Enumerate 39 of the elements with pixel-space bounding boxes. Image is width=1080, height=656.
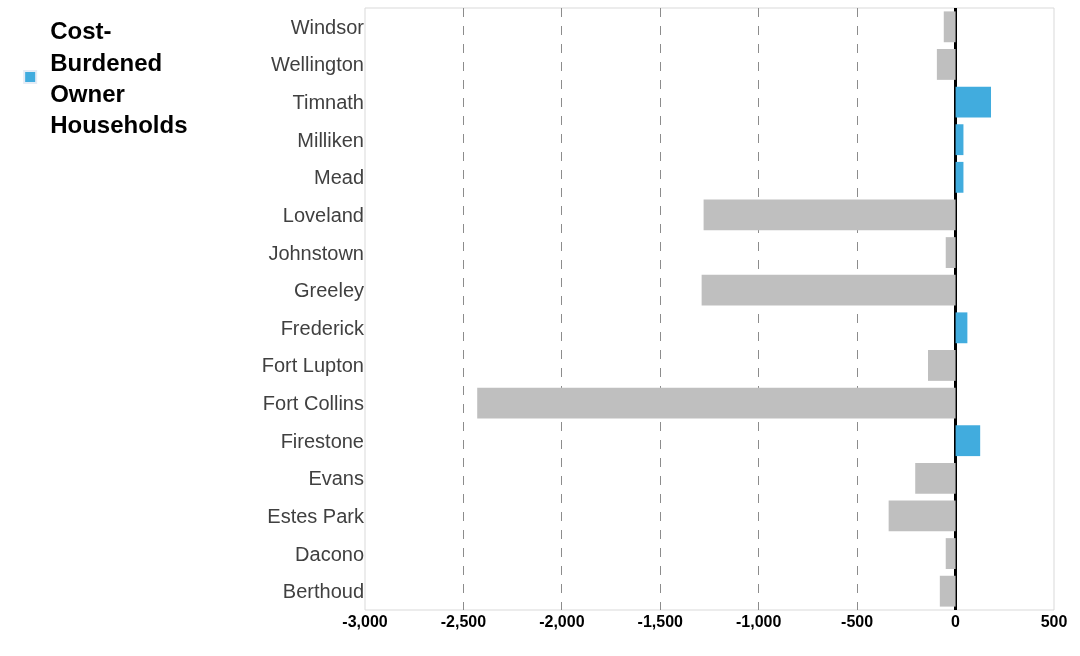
bar bbox=[939, 575, 956, 607]
y-tick-label: Windsor bbox=[290, 15, 365, 38]
bar bbox=[955, 86, 992, 118]
x-tick-label: 0 bbox=[951, 613, 961, 630]
bar bbox=[945, 237, 956, 268]
bar bbox=[477, 387, 956, 419]
bar bbox=[703, 199, 956, 231]
legend-label: Cost-Burdened Owner Households bbox=[50, 17, 188, 139]
bar bbox=[955, 312, 968, 344]
bar bbox=[945, 538, 956, 569]
y-tick-label: Milliken bbox=[297, 128, 364, 151]
bar bbox=[943, 11, 956, 43]
x-tick-label: -3,000 bbox=[342, 613, 388, 630]
y-tick-label: Evans bbox=[308, 467, 364, 490]
y-tick-label: Greeley bbox=[293, 279, 364, 302]
y-tick-label: Wellington bbox=[270, 53, 364, 76]
x-tick-label: 500 bbox=[1040, 613, 1068, 630]
y-tick-label: Frederick bbox=[280, 316, 365, 339]
x-tick-label: -2,000 bbox=[539, 613, 585, 630]
y-tick-label: Johnstown bbox=[268, 241, 364, 264]
bar bbox=[701, 274, 956, 306]
y-tick-label: Dacono bbox=[295, 542, 364, 565]
y-tick-label: Mead bbox=[313, 166, 364, 189]
y-tick-label: Timnath bbox=[292, 91, 364, 114]
x-tick-label: -1,000 bbox=[736, 613, 782, 630]
bar bbox=[915, 462, 956, 494]
bar bbox=[936, 49, 956, 80]
y-tick-label: Fort Collins bbox=[262, 392, 364, 415]
y-tick-label: Loveland bbox=[282, 203, 364, 226]
y-tick-label: Firestone bbox=[280, 429, 364, 452]
bar bbox=[928, 350, 956, 381]
y-tick-label: Estes Park bbox=[267, 504, 365, 527]
x-tick-label: -1,500 bbox=[637, 613, 684, 630]
y-tick-label: Fort Lupton bbox=[261, 354, 364, 377]
bar bbox=[888, 500, 956, 532]
x-tick-label: -2,500 bbox=[440, 613, 487, 630]
bar bbox=[955, 425, 981, 457]
y-tick-label: Berthoud bbox=[282, 580, 364, 603]
x-tick-label: -500 bbox=[841, 613, 874, 630]
